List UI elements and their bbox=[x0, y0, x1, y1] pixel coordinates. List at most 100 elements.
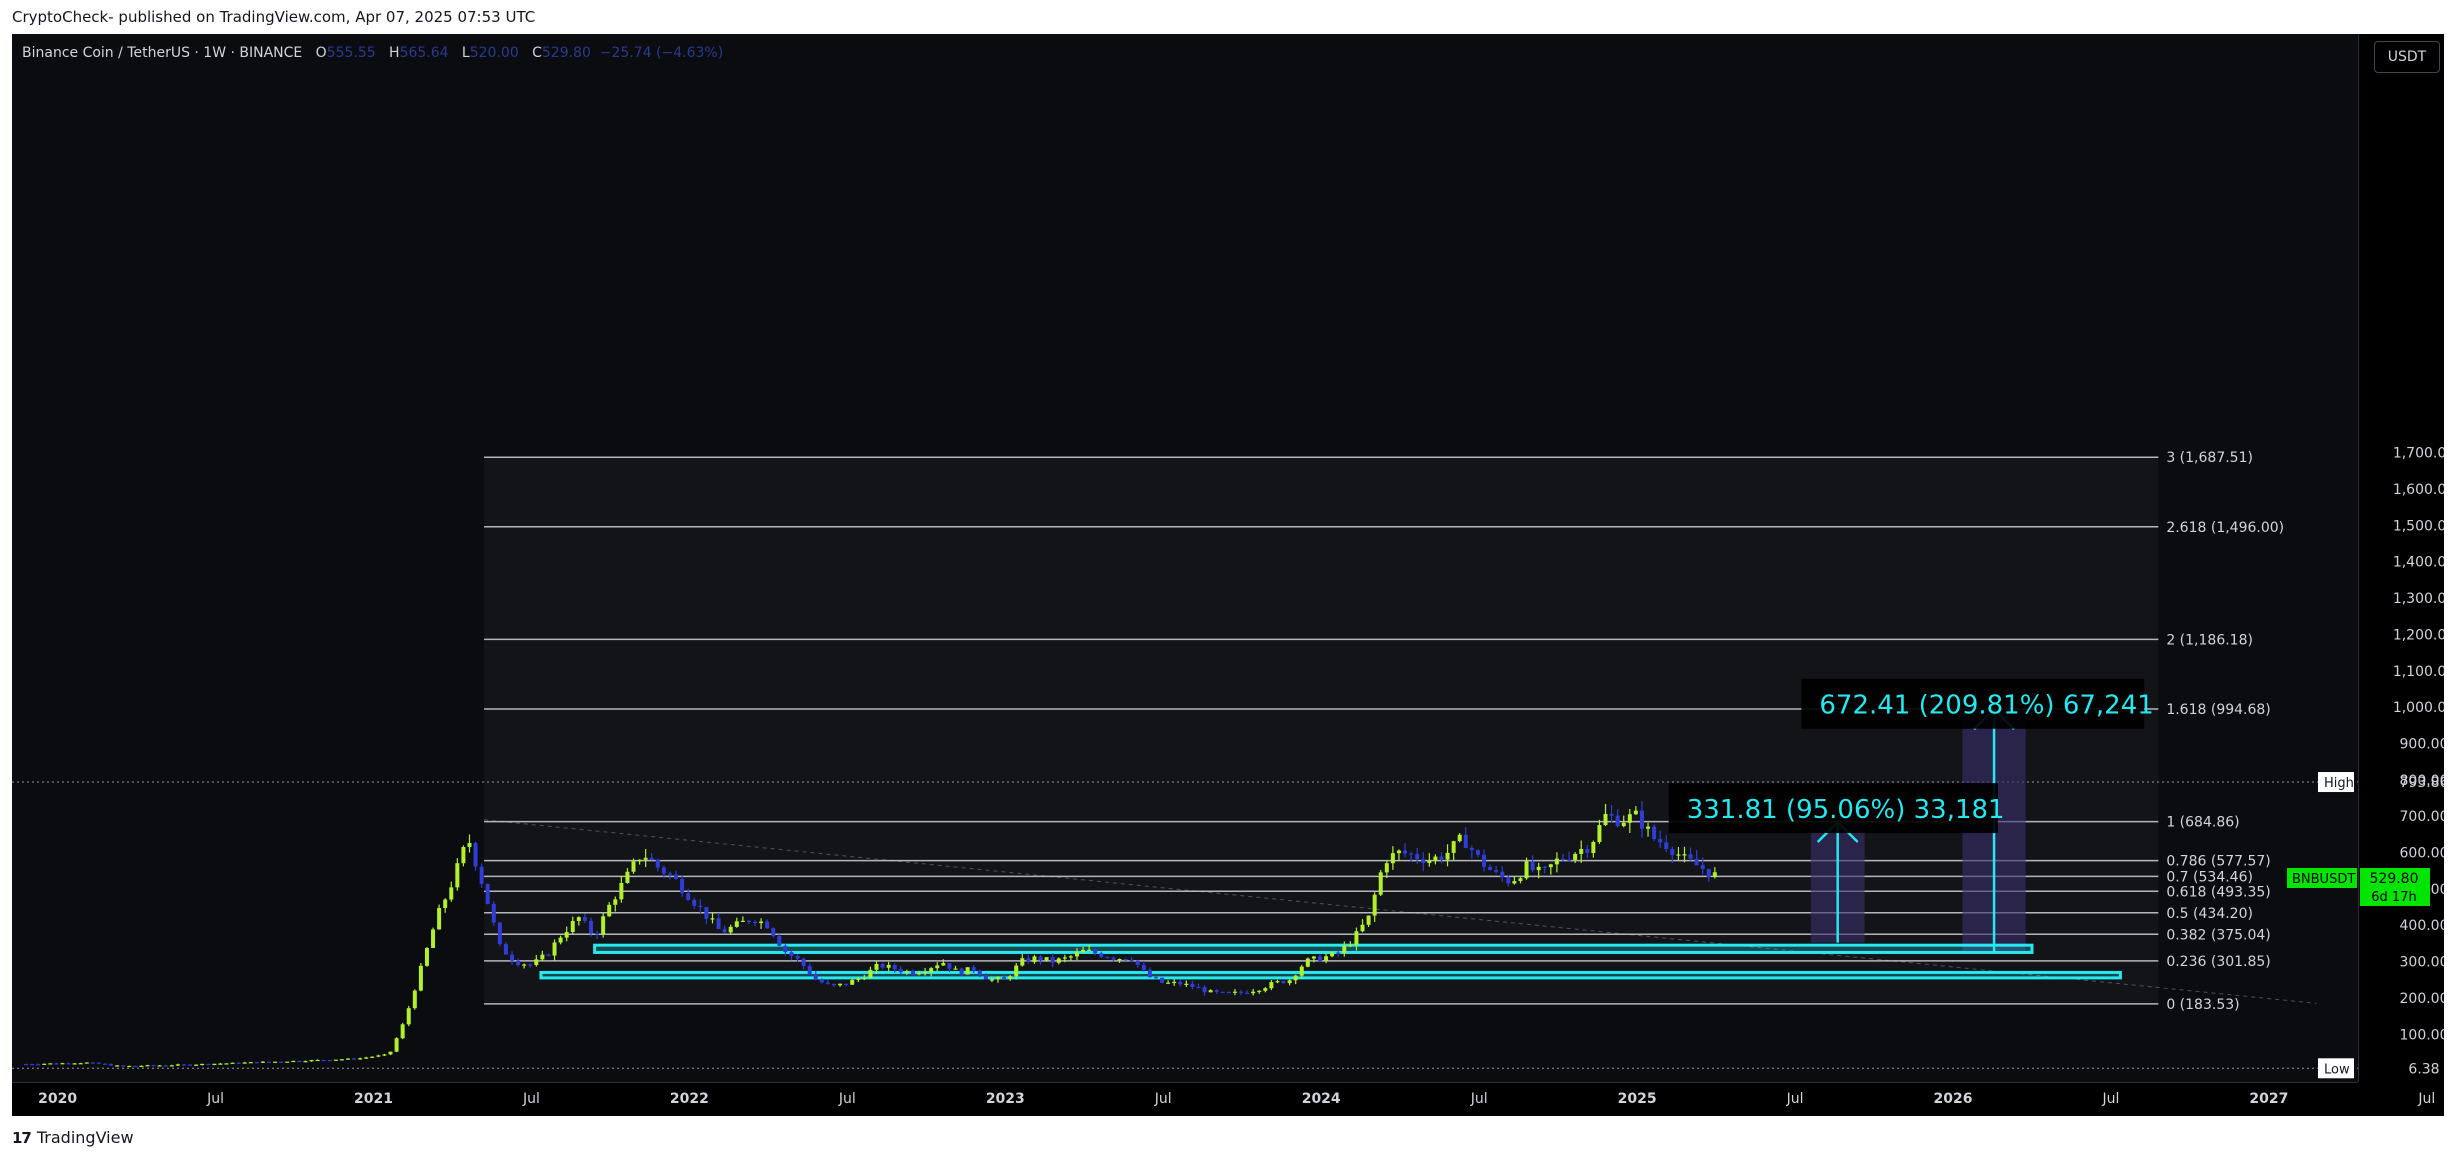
candle-body bbox=[36, 1064, 41, 1066]
candle-body bbox=[1245, 992, 1250, 994]
candle-body bbox=[844, 983, 849, 985]
projection-label: 672.41 (209.81%) 67,241 bbox=[1819, 691, 2153, 721]
candle-body bbox=[910, 971, 915, 975]
price-tick-label: 1,000.00 bbox=[2393, 700, 2444, 716]
candle-body bbox=[382, 1054, 387, 1056]
candle-body bbox=[1700, 865, 1705, 869]
candle-body bbox=[1275, 981, 1280, 983]
candle-body bbox=[1585, 848, 1590, 853]
candle-body bbox=[1014, 965, 1019, 977]
low-tag-bg bbox=[2318, 1058, 2354, 1079]
candle-body bbox=[753, 921, 758, 924]
candle-body bbox=[965, 967, 970, 975]
candle-body bbox=[1560, 858, 1565, 860]
candle-body bbox=[1457, 834, 1462, 842]
candle-body bbox=[1536, 866, 1541, 871]
published-info: CryptoCheck- published on TradingView.co… bbox=[12, 8, 536, 26]
time-tick-label: 2020 bbox=[38, 1091, 77, 1107]
candle-body bbox=[491, 903, 496, 923]
candle-body bbox=[1317, 956, 1322, 962]
candle-body bbox=[801, 958, 806, 966]
candle-body bbox=[188, 1064, 193, 1066]
candle-body bbox=[163, 1065, 168, 1067]
candle-body bbox=[1652, 826, 1657, 840]
time-axis[interactable] bbox=[12, 1082, 2358, 1116]
candle-body bbox=[1208, 990, 1213, 993]
candle-body bbox=[588, 920, 593, 934]
candle-body bbox=[1609, 813, 1614, 816]
candle-body bbox=[1524, 861, 1529, 879]
candle-body bbox=[904, 971, 909, 973]
fib-level-label: 2.618 (1,496.00) bbox=[2166, 520, 2284, 536]
candle-body bbox=[206, 1063, 211, 1066]
time-tick-label: Jul bbox=[522, 1091, 540, 1107]
candle-body bbox=[923, 972, 928, 974]
price-tick-label: 1,400.00 bbox=[2393, 555, 2444, 571]
candle-body bbox=[1354, 931, 1359, 946]
candle-body bbox=[260, 1061, 265, 1063]
candle-body bbox=[722, 929, 727, 933]
last-price-symbol-bg bbox=[2287, 868, 2357, 889]
candle-body bbox=[759, 921, 764, 924]
candle-body bbox=[1081, 949, 1086, 953]
candle-body bbox=[1451, 841, 1456, 853]
open-value: 555.55 bbox=[326, 45, 376, 61]
candle-body bbox=[175, 1064, 180, 1066]
projection-label: 331.81 (95.06%) 33,181 bbox=[1687, 795, 2005, 825]
candle-body bbox=[157, 1065, 162, 1067]
fib-level-label: 3 (1,687.51) bbox=[2166, 450, 2253, 466]
candle-body bbox=[510, 954, 515, 961]
candle-body bbox=[48, 1063, 53, 1065]
fib-level-label: 0.5 (434.20) bbox=[2166, 906, 2253, 922]
candle-body bbox=[1348, 945, 1353, 947]
candle-body bbox=[248, 1062, 253, 1064]
chart-area[interactable]: 0 (183.53) 0.236 (301.85) 0.382 (375.04) 0.… bbox=[12, 34, 2444, 1116]
candle-body bbox=[96, 1062, 101, 1064]
candle-body bbox=[437, 907, 442, 930]
candle-body bbox=[1342, 945, 1347, 954]
close-value: 529.80 bbox=[541, 45, 591, 61]
candle-body bbox=[1056, 958, 1061, 963]
fib-level-label: 0 (183.53) bbox=[2166, 997, 2239, 1013]
candle-body bbox=[1050, 957, 1055, 963]
candle-body bbox=[1506, 877, 1511, 884]
price-axis[interactable] bbox=[2358, 34, 2444, 1082]
candle-body bbox=[667, 873, 672, 875]
candle-body bbox=[333, 1059, 338, 1061]
candle-body bbox=[109, 1064, 114, 1066]
candle-body bbox=[1646, 826, 1651, 829]
candle-body bbox=[315, 1059, 320, 1062]
candle-body bbox=[680, 878, 685, 894]
candle-body bbox=[1676, 854, 1681, 856]
candle-body bbox=[1336, 952, 1341, 954]
candle-body bbox=[807, 965, 812, 975]
time-tick-label: 2027 bbox=[2249, 1091, 2288, 1107]
candle-body bbox=[327, 1060, 332, 1062]
candle-body bbox=[898, 969, 903, 973]
high-tag-bg bbox=[2318, 772, 2354, 793]
currency-button[interactable]: USDT bbox=[2374, 41, 2440, 73]
candle-body bbox=[625, 871, 630, 883]
candle-body bbox=[607, 904, 612, 917]
candle-body bbox=[637, 859, 642, 862]
candle-body bbox=[1439, 856, 1444, 860]
candle-body bbox=[1482, 854, 1487, 867]
time-tick-label: Jul bbox=[1154, 1091, 1172, 1107]
candle-body bbox=[880, 963, 885, 968]
candle-body bbox=[1488, 866, 1493, 870]
candle-body bbox=[1214, 990, 1219, 992]
candle-body bbox=[151, 1065, 156, 1067]
candle-body bbox=[1038, 956, 1043, 961]
time-tick-label: 2023 bbox=[986, 1091, 1025, 1107]
candle-body bbox=[60, 1063, 65, 1065]
candle-body bbox=[783, 945, 788, 953]
candle-body bbox=[643, 857, 648, 860]
candle-body bbox=[400, 1024, 405, 1039]
candle-body bbox=[1117, 958, 1122, 961]
candle-body bbox=[570, 920, 575, 933]
candle-body bbox=[1147, 969, 1152, 978]
candle-body bbox=[1706, 868, 1711, 878]
candle-body bbox=[631, 861, 636, 872]
candle-body bbox=[1196, 986, 1201, 989]
candle-body bbox=[78, 1063, 83, 1065]
